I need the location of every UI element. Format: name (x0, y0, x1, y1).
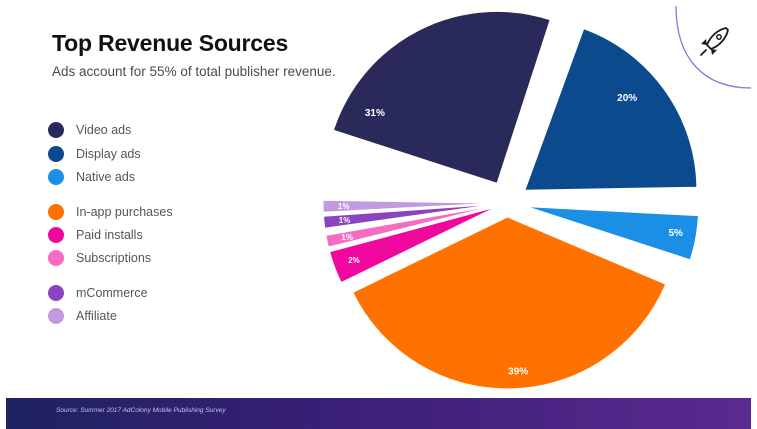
pie-label-mcommerce: 1% (339, 216, 351, 225)
pie-slice-affiliate (322, 199, 496, 213)
pie-slice-paid-installs (329, 206, 496, 284)
pie-label-subscriptions: 1% (341, 233, 353, 242)
legend-item-display-ads: Display ads (48, 146, 141, 162)
legend-item-affiliate: Affiliate (48, 308, 117, 324)
legend-swatch (48, 250, 64, 266)
pie-label-in-app-purchases: 39% (508, 366, 528, 377)
page-subtitle: Ads account for 55% of total publisher r… (52, 64, 336, 79)
pie-slice-display-ads (524, 27, 698, 191)
pie-label-video-ads: 31% (365, 108, 385, 119)
legend-label: Affiliate (76, 309, 117, 323)
legend-swatch (48, 204, 64, 220)
pie-label-paid-installs: 2% (348, 256, 360, 265)
legend-swatch (48, 146, 64, 162)
legend-swatch (48, 227, 64, 243)
legend-item-in-app-purchases: In-app purchases (48, 204, 173, 220)
legend-item-subscriptions: Subscriptions (48, 250, 151, 266)
pie-slice-video-ads (332, 10, 551, 185)
pie-slice-native-ads (526, 206, 699, 261)
legend-label: Native ads (76, 170, 136, 184)
legend-swatch (48, 169, 64, 185)
pie-label-native-ads: 5% (668, 228, 683, 239)
legend-item-mcommerce: mCommerce (48, 285, 148, 301)
legend-swatch (48, 308, 64, 324)
legend-label: mCommerce (76, 286, 148, 300)
source-note: Source: Summer 2017 AdColony Mobile Publ… (56, 407, 226, 414)
rocket-icon (700, 27, 729, 56)
legend-label: In-app purchases (76, 205, 173, 219)
legend-label: Video ads (76, 123, 132, 137)
pie-label-affiliate: 1% (338, 202, 350, 211)
legend-label: Subscriptions (76, 251, 152, 265)
legend-swatch (48, 285, 64, 301)
legend-item-paid-installs: Paid installs (48, 227, 143, 243)
legend-item-native-ads: Native ads (48, 169, 135, 185)
footer-bar: Source: Summer 2017 AdColony Mobile Publ… (6, 398, 751, 429)
legend-item-video-ads: Video ads (48, 122, 131, 138)
legend-swatch (48, 122, 64, 138)
legend-label: Display ads (76, 147, 141, 161)
pie-slice-mcommerce (322, 203, 496, 229)
pie-slice-subscriptions (325, 205, 496, 248)
pie-slice-in-app-purchases (352, 216, 667, 390)
legend-label: Paid installs (76, 228, 143, 242)
chart-legend: Video ads Display ads Native ads In-app … (48, 0, 248, 340)
page-title: Top Revenue Sources (52, 30, 289, 56)
pie-label-display-ads: 20% (617, 93, 637, 104)
